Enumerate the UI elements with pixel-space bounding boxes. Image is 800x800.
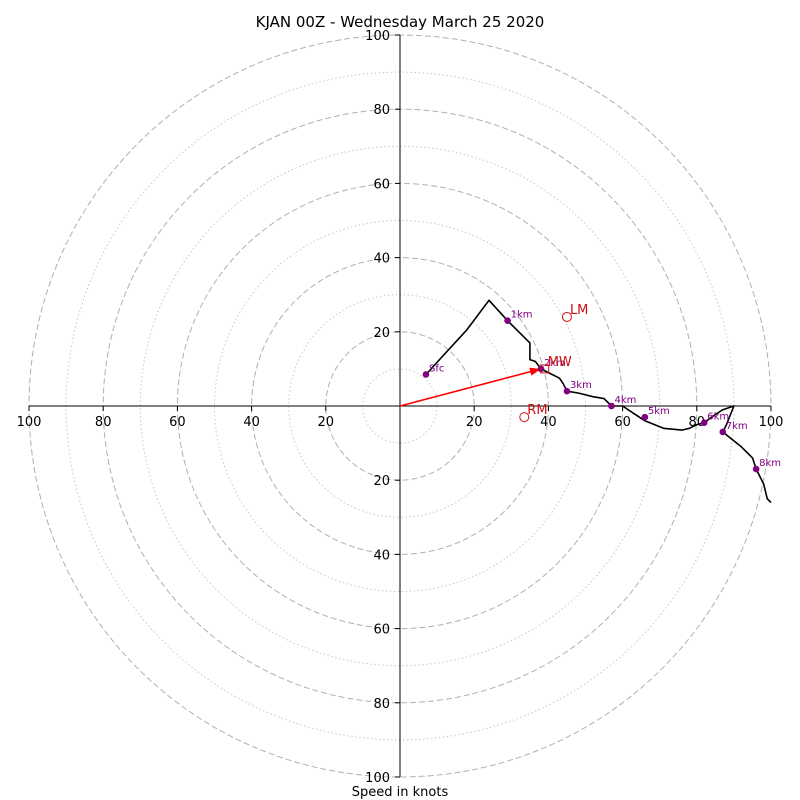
y-tick-label: 60 [373, 177, 390, 192]
height-marker-6km [700, 419, 708, 426]
y-tick-label: 100 [365, 29, 390, 44]
height-marker-3km [563, 387, 571, 395]
x-tick-label: 20 [466, 415, 483, 430]
height-label-4km: 4km [614, 395, 636, 406]
height-marker-1km [504, 317, 511, 324]
x-tick-label: 40 [243, 415, 260, 430]
storm-motion-marker-lm [561, 311, 572, 322]
y-tick-label: 20 [373, 326, 390, 341]
y-tick-label: 80 [373, 697, 390, 712]
x-tick-label: 100 [759, 415, 784, 430]
y-tick-label: 100 [365, 771, 390, 786]
chart-title: KJAN 00Z - Wednesday March 25 2020 [256, 13, 545, 31]
height-label-5km: 5km [648, 406, 670, 417]
height-marker-5km [641, 413, 649, 421]
height-label-1km: 1km [511, 310, 533, 321]
storm-motion-marker-mw [540, 364, 550, 374]
storm-motion-marker-rm [519, 412, 530, 423]
height-marker-7km [719, 428, 727, 436]
x-axis-label: Speed in knots [352, 785, 449, 800]
x-tick-label: 60 [614, 415, 631, 430]
storm-motion-label-rm: RM [527, 403, 547, 418]
height-label-2km: 2km [544, 358, 566, 369]
y-tick-label: 60 [373, 623, 390, 638]
y-tick-label: 40 [373, 252, 390, 267]
tick-labels: 100 80 60 40 20 20 40 60 80 100 100 80 60 40 20 20 40 60 8… [17, 29, 784, 786]
storm-motions: LM MW RM [519, 303, 588, 423]
height-marker-sfc [422, 371, 430, 378]
height-label-7km: 7km [726, 421, 748, 432]
wind-trace [425, 299, 772, 504]
x-tick-label: 40 [540, 415, 557, 430]
x-tick-label: 60 [169, 415, 186, 430]
height-label-3km: 3km [570, 380, 592, 391]
y-tick-label: 40 [373, 548, 390, 563]
height-label-6km: 6km [707, 412, 729, 423]
shear-vector-line [399, 368, 542, 407]
height-marker-8km [752, 465, 760, 473]
height-label-sfc: Sfc [429, 363, 444, 374]
storm-motion-label-mw: MW [548, 355, 572, 370]
height-label-8km: 8km [759, 458, 781, 469]
y-tick-label: 80 [373, 103, 390, 118]
height-marker-4km [608, 402, 615, 410]
x-tick-label: 20 [318, 415, 335, 430]
y-tick-label: 20 [373, 474, 390, 489]
shear-vector [399, 367, 542, 407]
storm-motion-label-lm: LM [570, 303, 588, 318]
x-tick-label: 80 [95, 415, 112, 430]
wind-trace-line [425, 299, 772, 504]
x-tick-label: 100 [17, 415, 42, 430]
